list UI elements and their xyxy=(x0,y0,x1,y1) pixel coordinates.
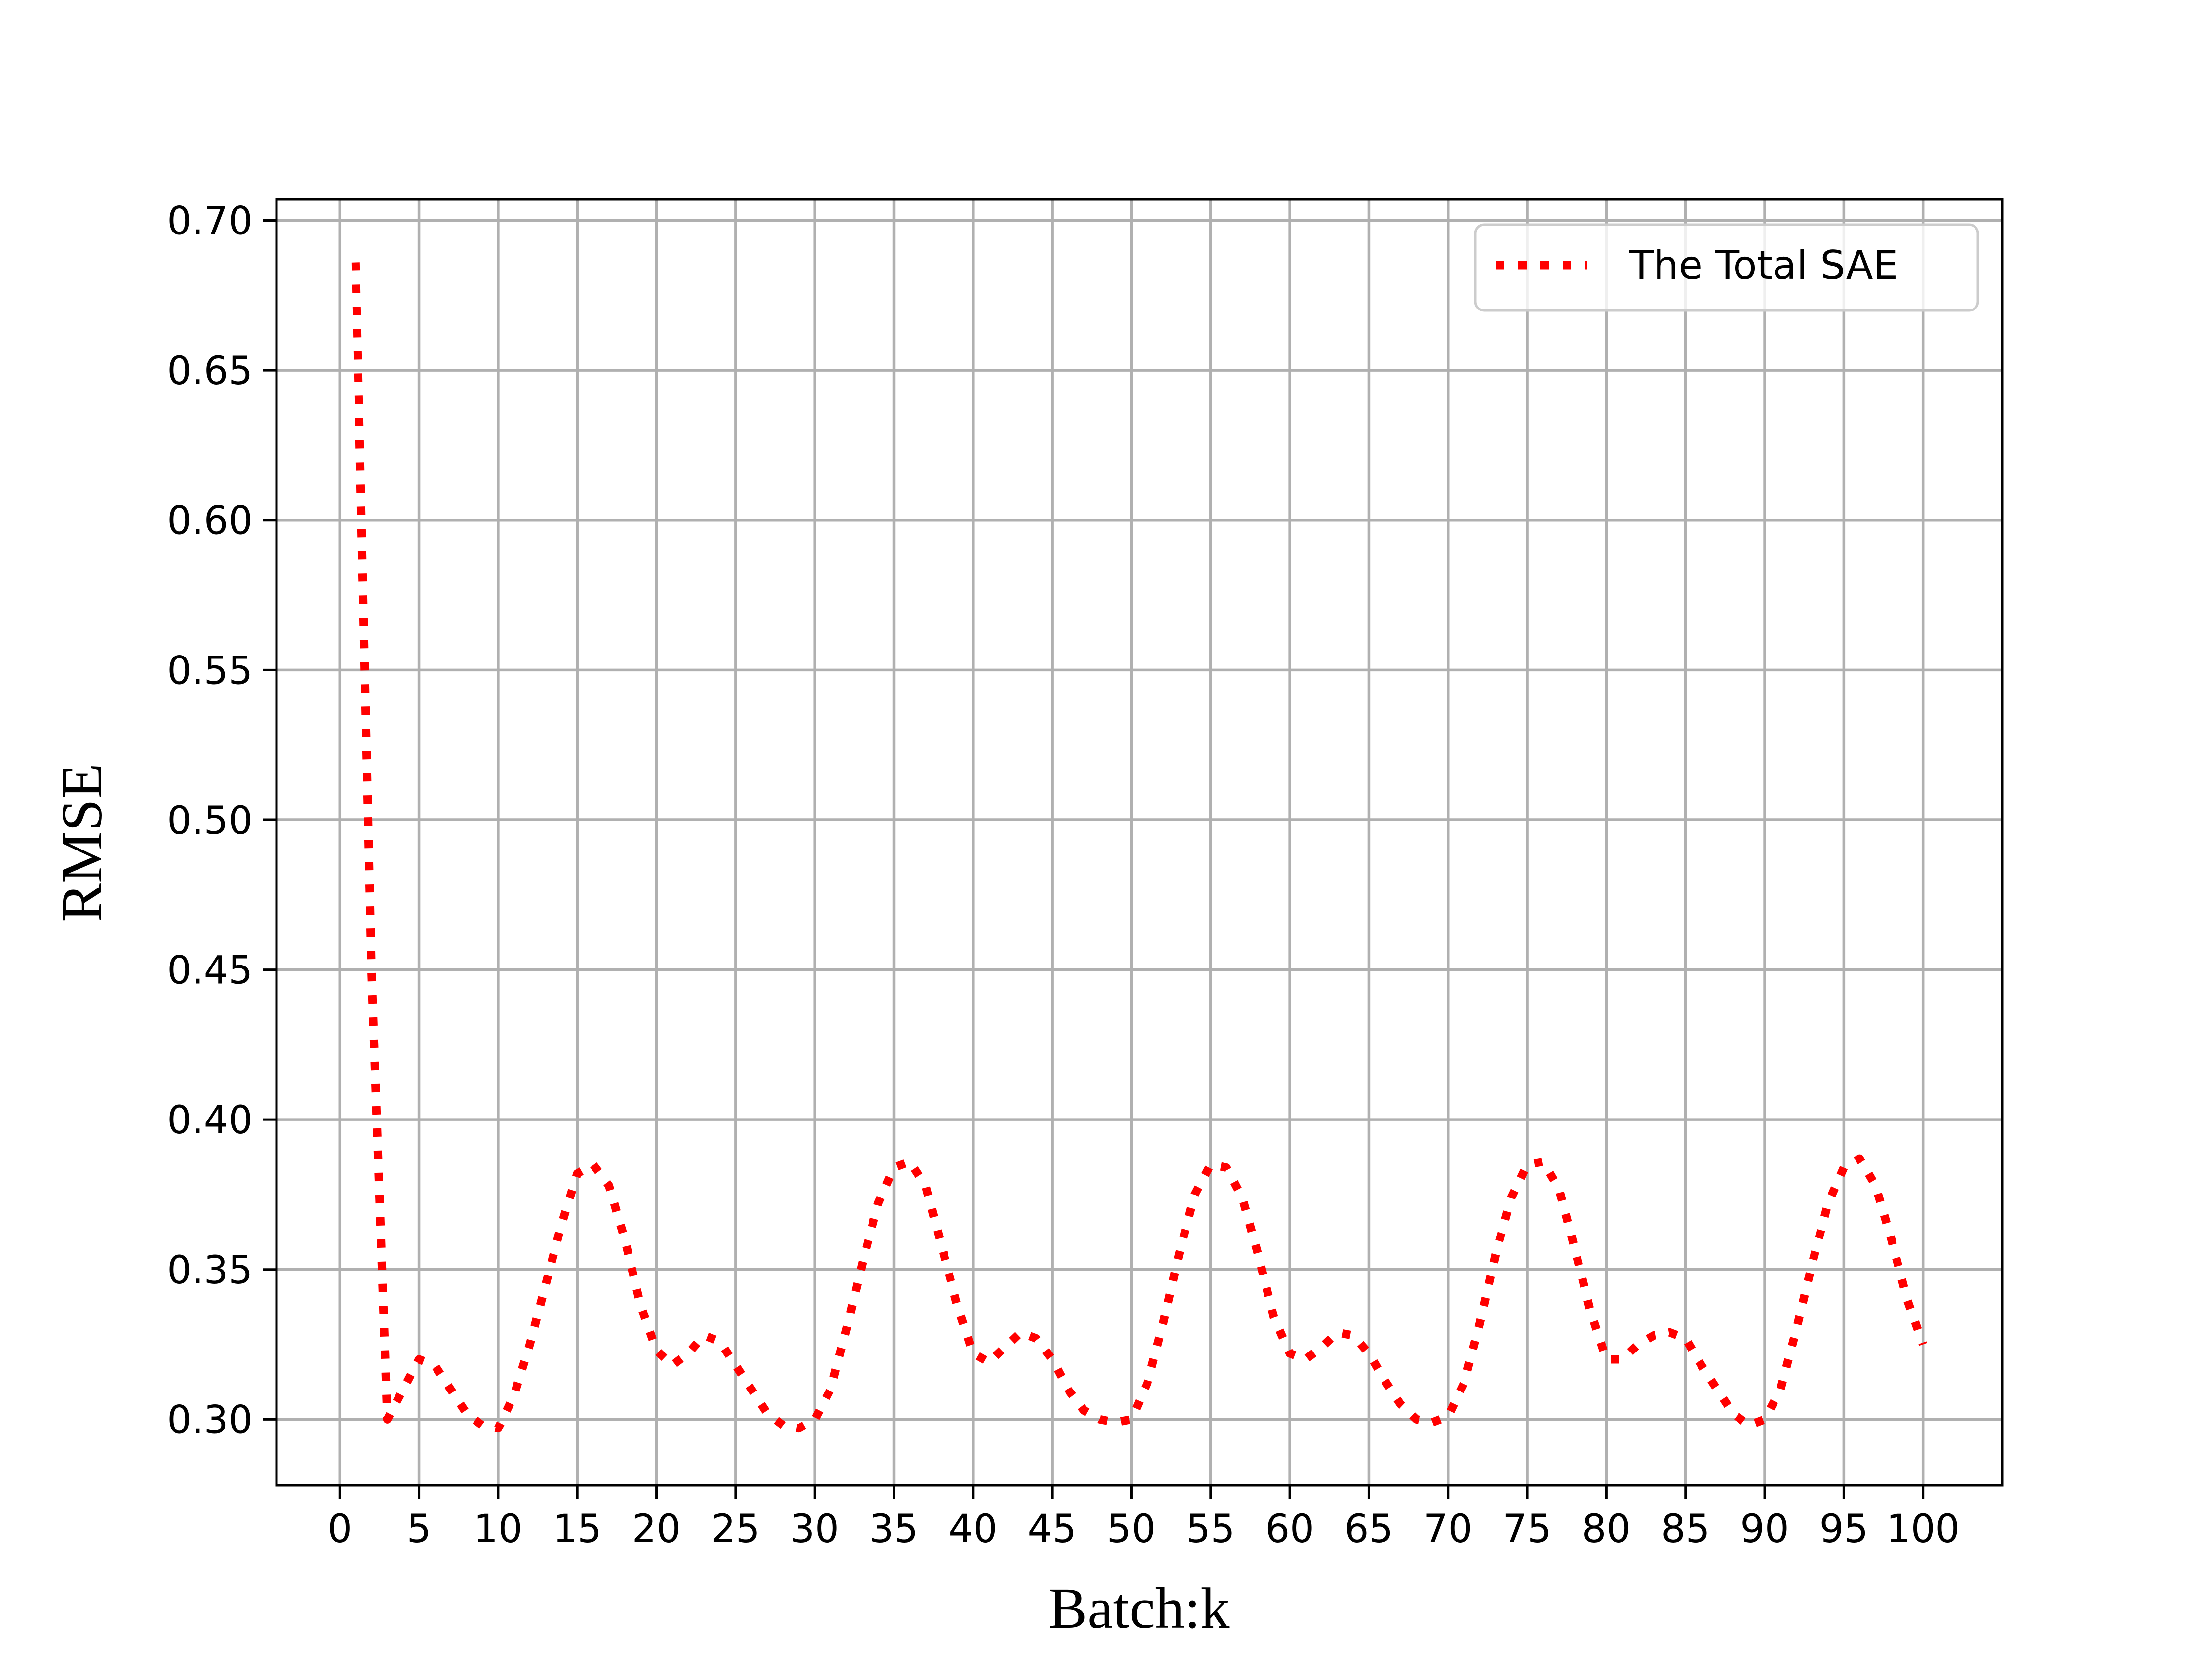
x-tick-label: 95 xyxy=(1819,1507,1868,1551)
x-tick-label: 70 xyxy=(1423,1507,1472,1551)
series-layer xyxy=(351,262,1927,1433)
x-axis-label: Batch:k xyxy=(1048,1576,1229,1641)
legend-label-the-total-sae: The Total SAE xyxy=(1629,242,1898,288)
x-tick-label: 35 xyxy=(869,1507,918,1551)
y-tick-label: 0.40 xyxy=(167,1098,253,1143)
x-tick-label: 30 xyxy=(790,1507,839,1551)
x-tick-label: 15 xyxy=(553,1507,602,1551)
ticks: 0 5 10 15 20 25 30 35 40 45 50 55 60 65 70 75 80 85 90 95 10… xyxy=(167,199,1960,1551)
x-tick-label: 65 xyxy=(1344,1507,1393,1551)
plot-frame xyxy=(275,198,2004,1487)
y-tick-label: 0.50 xyxy=(167,799,253,843)
y-tick-label: 0.30 xyxy=(167,1398,253,1442)
x-tick-label: 80 xyxy=(1582,1507,1631,1551)
x-tick-label: 0 xyxy=(327,1507,352,1551)
x-tick-label: 20 xyxy=(632,1507,681,1551)
y-tick-label: 0.45 xyxy=(167,949,253,993)
x-tick-label: 5 xyxy=(407,1507,432,1551)
y-axis-label: RMSE xyxy=(49,763,114,922)
y-tick-label: 0.65 xyxy=(167,349,253,393)
x-tick-label: 85 xyxy=(1661,1507,1710,1551)
x-tick-label: 60 xyxy=(1265,1507,1314,1551)
y-tick-label: 0.55 xyxy=(167,649,253,693)
x-tick-label: 75 xyxy=(1502,1507,1551,1551)
x-tick-label: 100 xyxy=(1886,1507,1960,1551)
legend: The Total SAE xyxy=(1474,223,1979,312)
x-tick-label: 45 xyxy=(1028,1507,1077,1551)
y-tick-label: 0.60 xyxy=(167,499,253,543)
x-tick-label: 55 xyxy=(1186,1507,1235,1551)
x-tick-label: 10 xyxy=(474,1507,522,1551)
y-tick-label: 0.70 xyxy=(167,199,253,244)
x-tick-label: 90 xyxy=(1740,1507,1789,1551)
y-tick-label: 0.35 xyxy=(167,1248,253,1293)
grid xyxy=(276,199,2002,1485)
x-tick-label: 25 xyxy=(711,1507,760,1551)
legend-box xyxy=(1474,223,1979,312)
series-line-the-total-sae xyxy=(351,262,1927,1433)
x-tick-label: 40 xyxy=(948,1507,997,1551)
x-tick-label: 50 xyxy=(1107,1507,1156,1551)
